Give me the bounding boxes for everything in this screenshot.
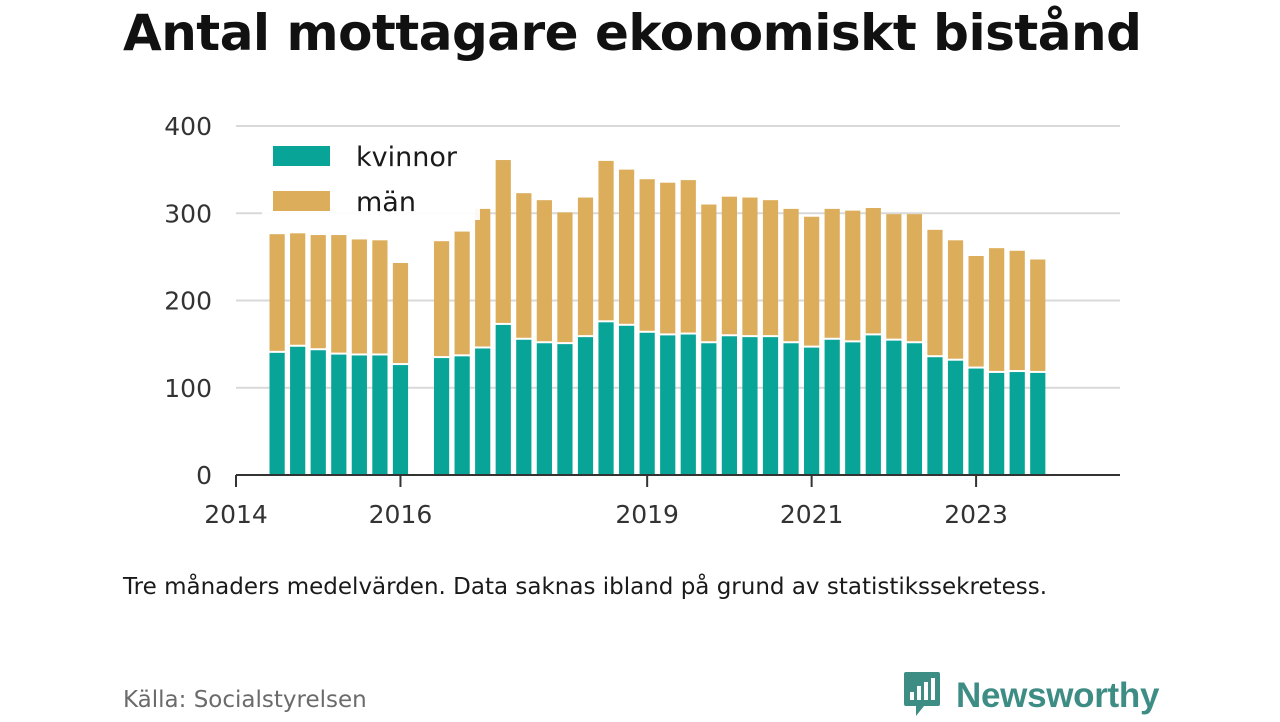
y-tick-label: 300 — [164, 199, 212, 228]
bar-kvinnor — [536, 343, 552, 475]
bar-kvinnor — [557, 344, 573, 475]
bar-man — [947, 240, 964, 359]
bar-man — [372, 240, 388, 354]
bar-kvinnor — [927, 357, 943, 475]
bar-kvinnor — [351, 355, 367, 475]
y-tick-label: 100 — [164, 374, 212, 403]
bar-man — [989, 248, 1005, 371]
legend-label: män — [356, 187, 416, 218]
bar-kvinnor — [886, 340, 902, 475]
bar-man — [1030, 259, 1046, 371]
bar-kvinnor — [680, 334, 696, 475]
chart-area: 0 100 200 300 400 2014 2016 2019 2021 2023 kvinno… — [164, 112, 1120, 529]
bar-man — [968, 256, 984, 367]
brand-name: Newsworthy — [956, 676, 1160, 715]
y-tick-label: 400 — [164, 112, 212, 141]
bar-kvinnor — [1009, 372, 1025, 475]
bar-kvinnor — [824, 339, 840, 475]
bar-kvinnor — [577, 337, 594, 475]
bar-man — [310, 235, 326, 349]
bar-man — [618, 169, 635, 324]
bar-man — [475, 208, 491, 347]
legend-swatch — [273, 191, 330, 211]
bar-kvinnor — [475, 348, 491, 475]
x-tick-label: 2023 — [944, 500, 1008, 529]
bar-kvinnor — [968, 368, 984, 475]
bar-kvinnor — [495, 324, 511, 475]
legend: kvinnor män — [262, 140, 480, 220]
bar-kvinnor — [701, 343, 717, 475]
source-label: Källa: Socialstyrelsen — [123, 687, 367, 713]
bar-man — [598, 160, 614, 321]
y-tick-label: 0 — [196, 461, 212, 490]
bar-man — [762, 200, 779, 336]
brand: Newsworthy — [902, 670, 1159, 722]
chart-title: Antal mottagare ekonomiskt bistånd — [123, 4, 1142, 62]
bar-kvinnor — [618, 325, 635, 475]
bar-kvinnor — [865, 335, 881, 475]
bar-kvinnor — [598, 322, 614, 475]
bar-kvinnor — [906, 343, 923, 475]
bar-kvinnor — [660, 335, 676, 475]
legend-swatch — [273, 146, 330, 166]
bar-man — [557, 212, 573, 343]
bar-man — [331, 235, 347, 353]
bar-man — [886, 214, 902, 339]
bar-man — [865, 208, 881, 334]
bar-kvinnor — [516, 339, 532, 475]
bar-kvinnor — [1030, 372, 1046, 475]
bar-man — [269, 234, 285, 351]
bar-kvinnor — [433, 358, 450, 475]
bar-man — [906, 214, 923, 342]
bar-man — [454, 231, 470, 355]
bar-man — [351, 239, 367, 354]
bar-kvinnor — [742, 337, 758, 475]
y-tick-label: 200 — [164, 287, 212, 316]
bar-man — [516, 193, 532, 338]
bar-kvinnor — [331, 354, 347, 475]
bar-kvinnor — [310, 350, 326, 475]
newsworthy-logo-icon — [902, 670, 942, 722]
bar-man — [660, 182, 676, 334]
bar-man — [721, 196, 738, 335]
bar-man — [845, 210, 861, 341]
x-tick-label: 2021 — [780, 500, 844, 529]
bar-man — [927, 229, 943, 356]
bar-man — [536, 200, 552, 342]
bar-man — [783, 208, 799, 342]
bar-kvinnor — [989, 372, 1005, 475]
bars — [269, 160, 1046, 475]
bar-man — [290, 233, 306, 345]
axes: 0 100 200 300 400 2014 2016 2019 2021 2023 — [164, 112, 1120, 529]
bar-kvinnor — [947, 360, 964, 475]
bar-man — [639, 179, 655, 331]
x-tick-label: 2014 — [204, 500, 268, 529]
bar-kvinnor — [721, 336, 738, 475]
bar-man — [804, 216, 820, 346]
bar-kvinnor — [845, 342, 861, 475]
bar-man — [433, 241, 450, 357]
bar-man — [1009, 250, 1025, 371]
bar-man — [495, 160, 511, 323]
bar-man — [701, 204, 717, 342]
bar-kvinnor — [290, 346, 306, 475]
bar-man — [680, 180, 696, 333]
bar-man — [392, 262, 409, 364]
bar-kvinnor — [762, 337, 779, 475]
x-tick-label: 2016 — [369, 500, 433, 529]
bar-man — [824, 208, 840, 338]
bar-kvinnor — [804, 347, 820, 475]
bar-man — [742, 197, 758, 336]
bar-kvinnor — [372, 355, 388, 475]
bar-man — [577, 197, 594, 336]
bar-kvinnor — [454, 356, 470, 475]
chart-note: Tre månaders medelvärden. Data saknas ib… — [123, 574, 1048, 600]
bar-kvinnor — [392, 365, 409, 475]
legend-label: kvinnor — [356, 142, 458, 173]
bar-kvinnor — [783, 343, 799, 475]
bar-kvinnor — [639, 332, 655, 475]
x-tick-label: 2019 — [615, 500, 679, 529]
bar-kvinnor — [269, 352, 285, 475]
